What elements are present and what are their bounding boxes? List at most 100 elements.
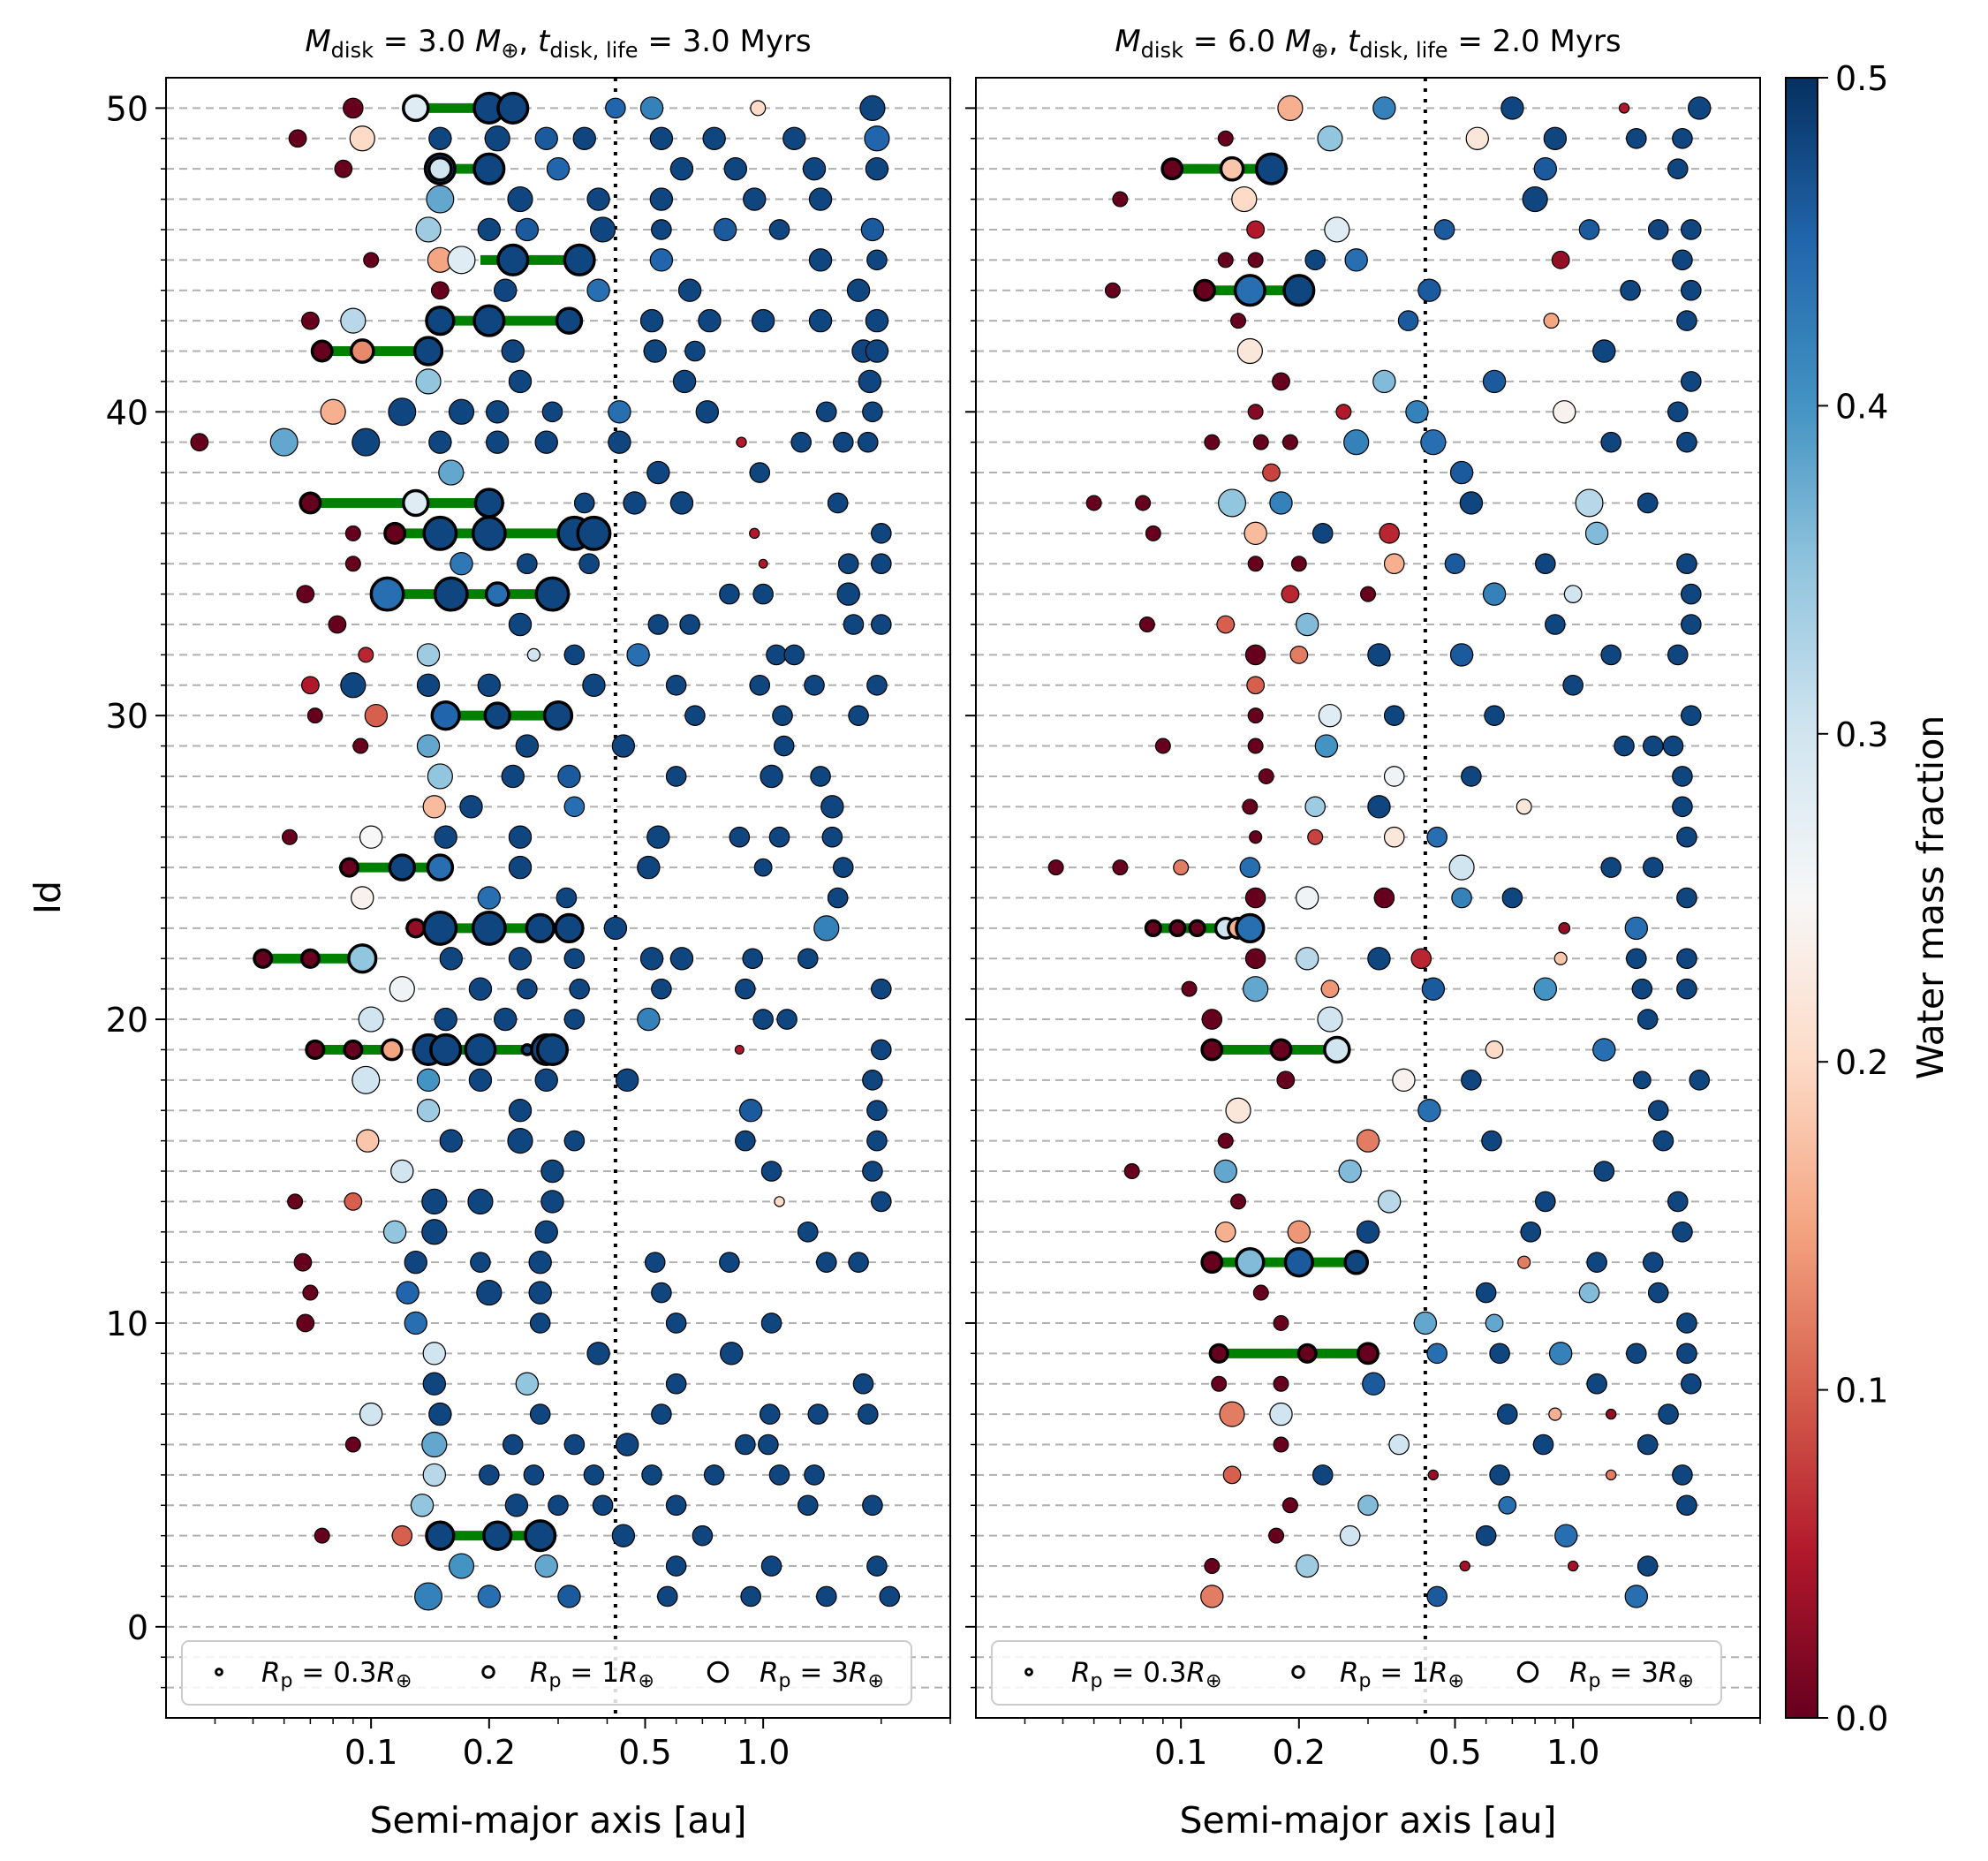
planet-marker [1244, 948, 1266, 970]
planet-marker [1658, 1403, 1679, 1425]
y-tick-label: 0 [127, 1608, 148, 1647]
planet-marker [1296, 612, 1319, 637]
planet-marker [1213, 1159, 1237, 1184]
planet-marker [749, 674, 771, 696]
planet-marker [493, 278, 518, 302]
planet-marker [557, 764, 581, 789]
planet-marker [396, 1281, 420, 1305]
planet-marker [483, 701, 511, 730]
planet-marker [507, 1128, 533, 1154]
planet-marker [427, 763, 453, 790]
planet-marker [269, 427, 299, 457]
planet-marker [1247, 556, 1264, 572]
planet-marker [1317, 1006, 1343, 1033]
planet-marker [534, 1554, 558, 1578]
planet-marker [507, 185, 533, 213]
planet-marker [253, 948, 274, 969]
planet-marker [1626, 948, 1647, 970]
planet-marker [477, 886, 502, 910]
legend-label: Rp = 3R⊕ [760, 1657, 884, 1692]
planet-marker [646, 460, 670, 485]
planet-marker [508, 1099, 533, 1123]
planet-marker [347, 943, 378, 974]
planet-marker [1304, 796, 1326, 818]
planet-marker [859, 95, 886, 121]
planet-marker [1281, 1497, 1298, 1514]
planet-marker [1676, 431, 1697, 453]
planet-marker [1344, 248, 1368, 272]
planet-marker [426, 185, 455, 214]
planet-marker [1600, 857, 1621, 878]
planet-marker [1681, 371, 1702, 392]
planet-marker [517, 978, 538, 1000]
planet-marker [422, 1342, 447, 1365]
planet-marker [797, 1494, 819, 1517]
planet-marker [425, 305, 456, 337]
planet-marker [1672, 1221, 1693, 1243]
planet-marker [592, 1494, 614, 1517]
planet-marker [1269, 491, 1293, 515]
planet-marker [401, 488, 430, 518]
legend-label: Rp = 3R⊕ [1569, 1657, 1694, 1692]
planet-marker [1489, 1343, 1510, 1365]
planet-marker [1545, 614, 1566, 635]
planet-marker [1244, 887, 1266, 909]
planet-marker [1200, 1038, 1224, 1062]
planet-marker [1231, 185, 1258, 213]
colorbar-tick-label: 0.2 [1835, 1043, 1888, 1082]
planet-marker [774, 1196, 785, 1207]
planet-marker [1217, 130, 1234, 147]
planet-marker [1449, 460, 1474, 485]
planet-marker [352, 738, 369, 754]
planet-marker [534, 430, 558, 454]
planet-marker [1343, 1249, 1370, 1275]
panel-right-x-axis: 0.1 0.2 0.5 1.0 [1024, 1718, 1761, 1772]
planet-marker [1482, 369, 1507, 394]
planet-marker [677, 278, 702, 302]
planet-marker [1201, 1009, 1223, 1030]
planet-marker [389, 976, 415, 1002]
planet-marker [1676, 887, 1697, 909]
planet-marker [428, 1402, 452, 1426]
planet-marker [639, 96, 664, 120]
planet-marker [1624, 916, 1649, 941]
y-tick-label: 10 [106, 1305, 148, 1343]
planet-marker [1335, 404, 1352, 420]
planet-marker [866, 249, 888, 271]
planet-marker [563, 948, 586, 970]
planet-marker [623, 491, 646, 515]
planet-marker [684, 340, 706, 362]
panel-left-title: Mdisk = 3.0 M⊕, tdisk, life = 3.0 Myrs [305, 24, 811, 63]
planet-marker [1642, 735, 1664, 757]
planet-marker [651, 219, 672, 240]
planet-marker [508, 855, 533, 880]
planet-marker [388, 397, 417, 427]
x-tick-label: 0.2 [463, 1733, 516, 1772]
legend-marker [1291, 1665, 1305, 1679]
planet-marker [573, 492, 595, 514]
x-tick-label: 0.5 [1428, 1733, 1481, 1772]
planet-marker [1296, 947, 1319, 971]
planet-marker [852, 1373, 874, 1395]
planet-marker [356, 1129, 380, 1153]
planet-marker [1548, 1407, 1562, 1421]
planet-marker [1533, 156, 1558, 181]
planet-marker [1135, 495, 1152, 511]
planet-marker [310, 339, 334, 363]
planet-marker [703, 1464, 725, 1486]
planet-marker [1383, 705, 1405, 726]
planet-marker [742, 948, 764, 970]
planet-marker [646, 825, 670, 849]
planet-marker [287, 1193, 304, 1210]
planet-marker [768, 1464, 790, 1486]
planet-marker [862, 1494, 883, 1517]
planet-marker [1618, 102, 1630, 114]
planet-marker [1667, 1191, 1689, 1213]
planet-marker [1426, 826, 1448, 848]
planet-marker [719, 1252, 740, 1273]
planet-marker [1637, 492, 1659, 514]
planet-marker [344, 525, 361, 541]
planet-marker [447, 246, 476, 275]
planet-marker [1320, 980, 1340, 999]
planet-marker [434, 1007, 457, 1032]
